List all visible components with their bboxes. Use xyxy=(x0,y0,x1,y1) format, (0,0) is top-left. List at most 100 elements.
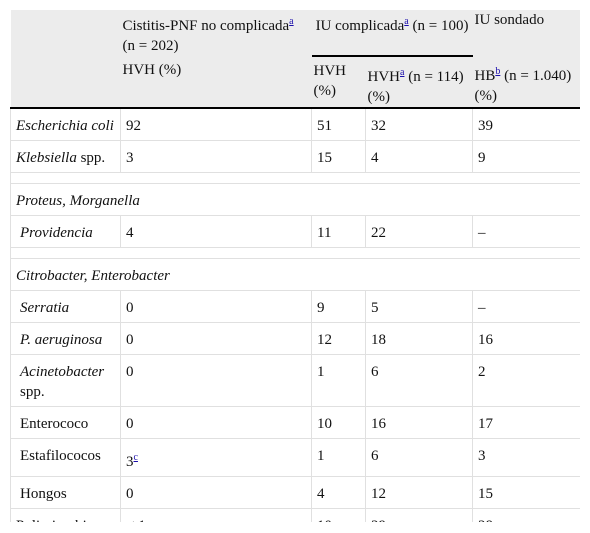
value: 1 xyxy=(317,448,325,464)
value: 0 xyxy=(126,486,134,502)
value-cell: 15 xyxy=(472,476,580,509)
section-row: Proteus, Morganella xyxy=(10,183,580,216)
value-cell: 16 xyxy=(472,322,580,355)
table-body: Escherichia coli 92 51 32 39 Klebsiella spp. 3… xyxy=(10,107,580,522)
row-label: Escherichia coli xyxy=(16,118,114,134)
value-cell: 6 xyxy=(365,438,473,477)
section-row: Citrobacter, Enterobacter xyxy=(10,258,580,291)
row-label: Citrobacter, Enterobacter xyxy=(16,268,170,284)
value-cell: 15 xyxy=(311,140,366,173)
table-wrap: Cistitis-PNF no complicadaa (n = 202) IU … xyxy=(10,10,580,522)
value: 10 xyxy=(317,416,332,432)
header-cell: Cistitis-PNF no complicadaa (n = 202) xyxy=(120,10,312,56)
value: 51 xyxy=(317,118,332,134)
value: 2 xyxy=(478,364,486,380)
row-label-cell: Escherichia coli xyxy=(10,107,121,141)
row-label-cell: Hongos xyxy=(10,476,121,509)
footnote-link[interactable]: b xyxy=(495,66,501,77)
value: 10 xyxy=(317,518,332,522)
value-cell: 18 xyxy=(365,322,473,355)
value: 0 xyxy=(126,416,134,432)
value: 15 xyxy=(317,150,332,166)
value-cell: 1 xyxy=(311,354,366,407)
data-row: Estafilococos 3c 1 6 3 xyxy=(10,438,580,477)
header-cell: HVH (%) xyxy=(311,56,366,109)
header-cell xyxy=(10,10,121,56)
spacer-row xyxy=(10,172,580,184)
value-cell: 92 xyxy=(120,107,312,141)
footnote-link[interactable]: c xyxy=(133,452,138,463)
value: – xyxy=(478,300,486,316)
header-text: HVH (%) xyxy=(313,63,347,99)
value: 4 xyxy=(317,486,325,502)
value: 39 xyxy=(478,118,493,134)
value: 22 xyxy=(371,225,386,241)
value-cell: – xyxy=(472,215,580,248)
row-label: Enterococo xyxy=(20,416,89,432)
header-text: HVH (%) xyxy=(122,62,182,78)
header-cell: HVHa (n = 114) (%) xyxy=(365,56,473,109)
row-label-cell: Acinetobacter spp. xyxy=(10,354,121,407)
value: 0 xyxy=(126,364,134,380)
value-cell: 0 xyxy=(120,290,312,323)
value: 4 xyxy=(126,225,134,241)
footnote-link[interactable]: a xyxy=(289,16,294,27)
data-row: P. aeruginosa 0 12 18 16 xyxy=(10,322,580,355)
row-label: P. aeruginosa xyxy=(20,332,103,348)
value-cell: 16 xyxy=(365,406,473,439)
value: 0 xyxy=(126,332,134,348)
spacer-row xyxy=(10,247,580,259)
footnote-link[interactable]: a xyxy=(404,16,409,27)
value-cell: 9 xyxy=(472,140,580,173)
header-text: HB xyxy=(474,68,496,84)
row-label-cell: Serratia xyxy=(10,290,121,323)
value-cell: 12 xyxy=(365,476,473,509)
header-cell: HVH (%) xyxy=(120,56,312,109)
value-cell: 3c xyxy=(120,438,312,477)
footnote-link[interactable]: a xyxy=(400,67,405,78)
header-cell xyxy=(10,56,121,109)
data-row: Providencia 4 11 22 – xyxy=(10,215,580,248)
row-label: Estafilococos xyxy=(20,448,101,464)
value-cell: 10 xyxy=(311,508,366,522)
value: 12 xyxy=(317,332,332,348)
row-label-cell: Enterococo xyxy=(10,406,121,439)
value: 5 xyxy=(371,300,379,316)
value-cell: 0 xyxy=(120,406,312,439)
header-text: Cistitis-PNF no complicada xyxy=(122,18,290,34)
data-row: Acinetobacter spp. 0 1 6 2 xyxy=(10,354,580,407)
data-row: Enterococo 0 10 16 17 xyxy=(10,406,580,439)
value: 9 xyxy=(478,150,486,166)
value: 3 xyxy=(478,448,486,464)
row-label: Polimicrobiana xyxy=(16,518,108,522)
value-cell: 2 xyxy=(472,354,580,407)
row-label-cell: Proteus, Morganella xyxy=(10,183,580,216)
value-cell: 6 xyxy=(365,354,473,407)
value: 0 xyxy=(126,300,134,316)
value-cell: 1 xyxy=(311,438,366,477)
value: 16 xyxy=(478,332,493,348)
value: 92 xyxy=(126,118,141,134)
value: 9 xyxy=(317,300,325,316)
value: 18 xyxy=(371,332,386,348)
value: < 1 xyxy=(126,518,146,522)
header-text: (n = 114) (%) xyxy=(367,69,464,105)
row-label-cell: Providencia xyxy=(10,215,121,248)
value-cell: 0 xyxy=(120,476,312,509)
value-cell: 4 xyxy=(311,476,366,509)
row-label: Acinetobacter xyxy=(20,364,105,380)
value-cell: 28 xyxy=(472,508,580,522)
row-label-cell: Citrobacter, Enterobacter xyxy=(10,258,580,291)
table-header: Cistitis-PNF no complicadaa (n = 202) IU … xyxy=(10,10,580,109)
value-cell: 0 xyxy=(120,322,312,355)
row-label: Proteus, Morganella xyxy=(16,193,140,209)
value: 17 xyxy=(478,416,493,432)
header-text: (n = 202) xyxy=(122,38,179,54)
data-row: Polimicrobiana < 1 10 29 28 xyxy=(10,508,580,522)
header-text: (n = 100) xyxy=(412,18,469,34)
value: 12 xyxy=(371,486,386,502)
row-label-cell: Estafilococos xyxy=(10,438,121,477)
row-label: Hongos xyxy=(20,486,67,502)
value-cell: 22 xyxy=(365,215,473,248)
